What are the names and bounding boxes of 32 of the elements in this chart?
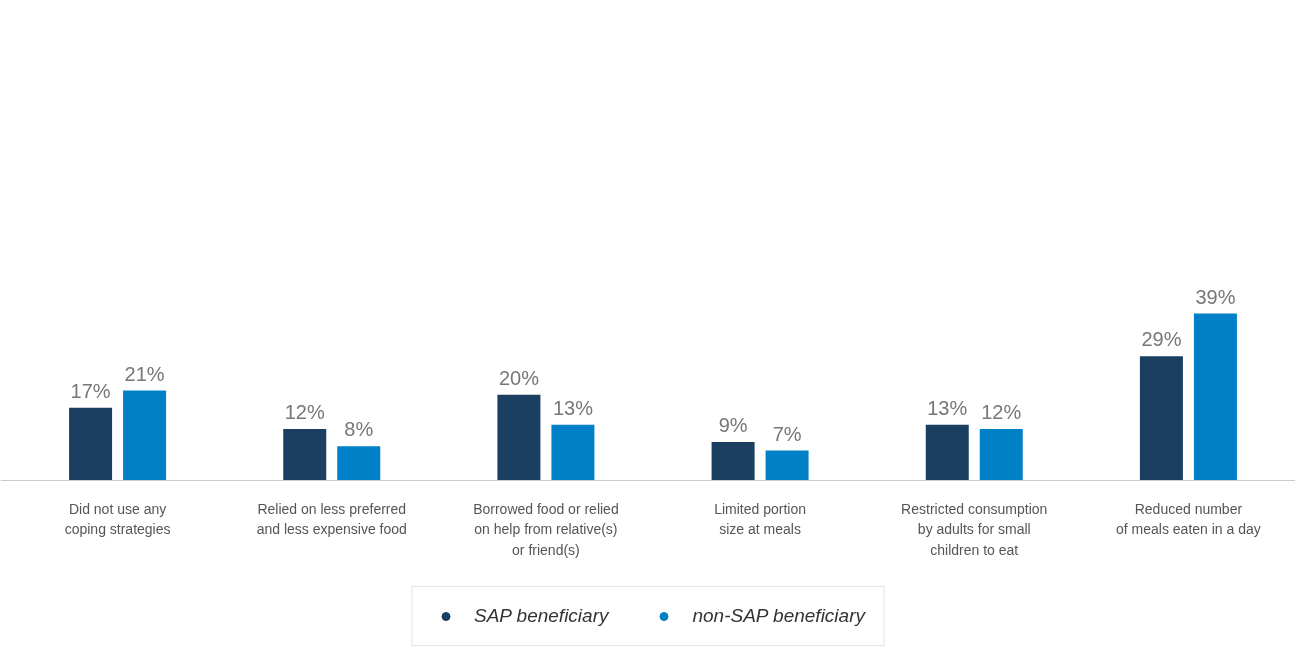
data-label: 13%	[927, 396, 968, 419]
data-label: 12%	[981, 401, 1022, 424]
data-label: 12%	[284, 401, 325, 424]
data-label: 9%	[718, 413, 748, 436]
x-tick-label: Reduced number of meals eaten in a day	[1116, 500, 1261, 538]
bar	[1139, 356, 1183, 481]
x-tick-label: Did not use any coping strategies	[64, 500, 171, 538]
bar	[283, 429, 327, 481]
legend-label: non-SAP beneficiary	[692, 605, 865, 627]
bar	[123, 390, 167, 481]
bar	[497, 394, 541, 481]
bar	[765, 450, 809, 481]
x-tick-label: Restricted consumption by adults for small children to eat	[901, 500, 1048, 559]
bar	[551, 424, 595, 481]
bar	[979, 429, 1023, 481]
data-label: 13%	[552, 396, 594, 419]
data-label: 8%	[344, 418, 374, 441]
bar	[711, 441, 755, 481]
bar	[1193, 313, 1237, 481]
data-label: 7%	[772, 422, 802, 445]
data-label: 17%	[70, 379, 111, 402]
x-tick-label: Limited portion size at meals	[714, 500, 806, 538]
bar	[337, 446, 381, 481]
data-label: 21%	[124, 362, 165, 385]
data-label: 39%	[1195, 285, 1236, 308]
x-tick-label: Relied on less preferred and less expensive food	[256, 500, 407, 538]
bar	[925, 424, 969, 481]
bar	[69, 407, 113, 481]
legend-label: SAP beneficiary	[474, 605, 609, 627]
x-tick-label: Borrowed food or relied on help from relative(s) or friend(s)	[473, 500, 619, 559]
data-label: 29%	[1141, 328, 1182, 351]
data-label: 20%	[498, 366, 540, 389]
